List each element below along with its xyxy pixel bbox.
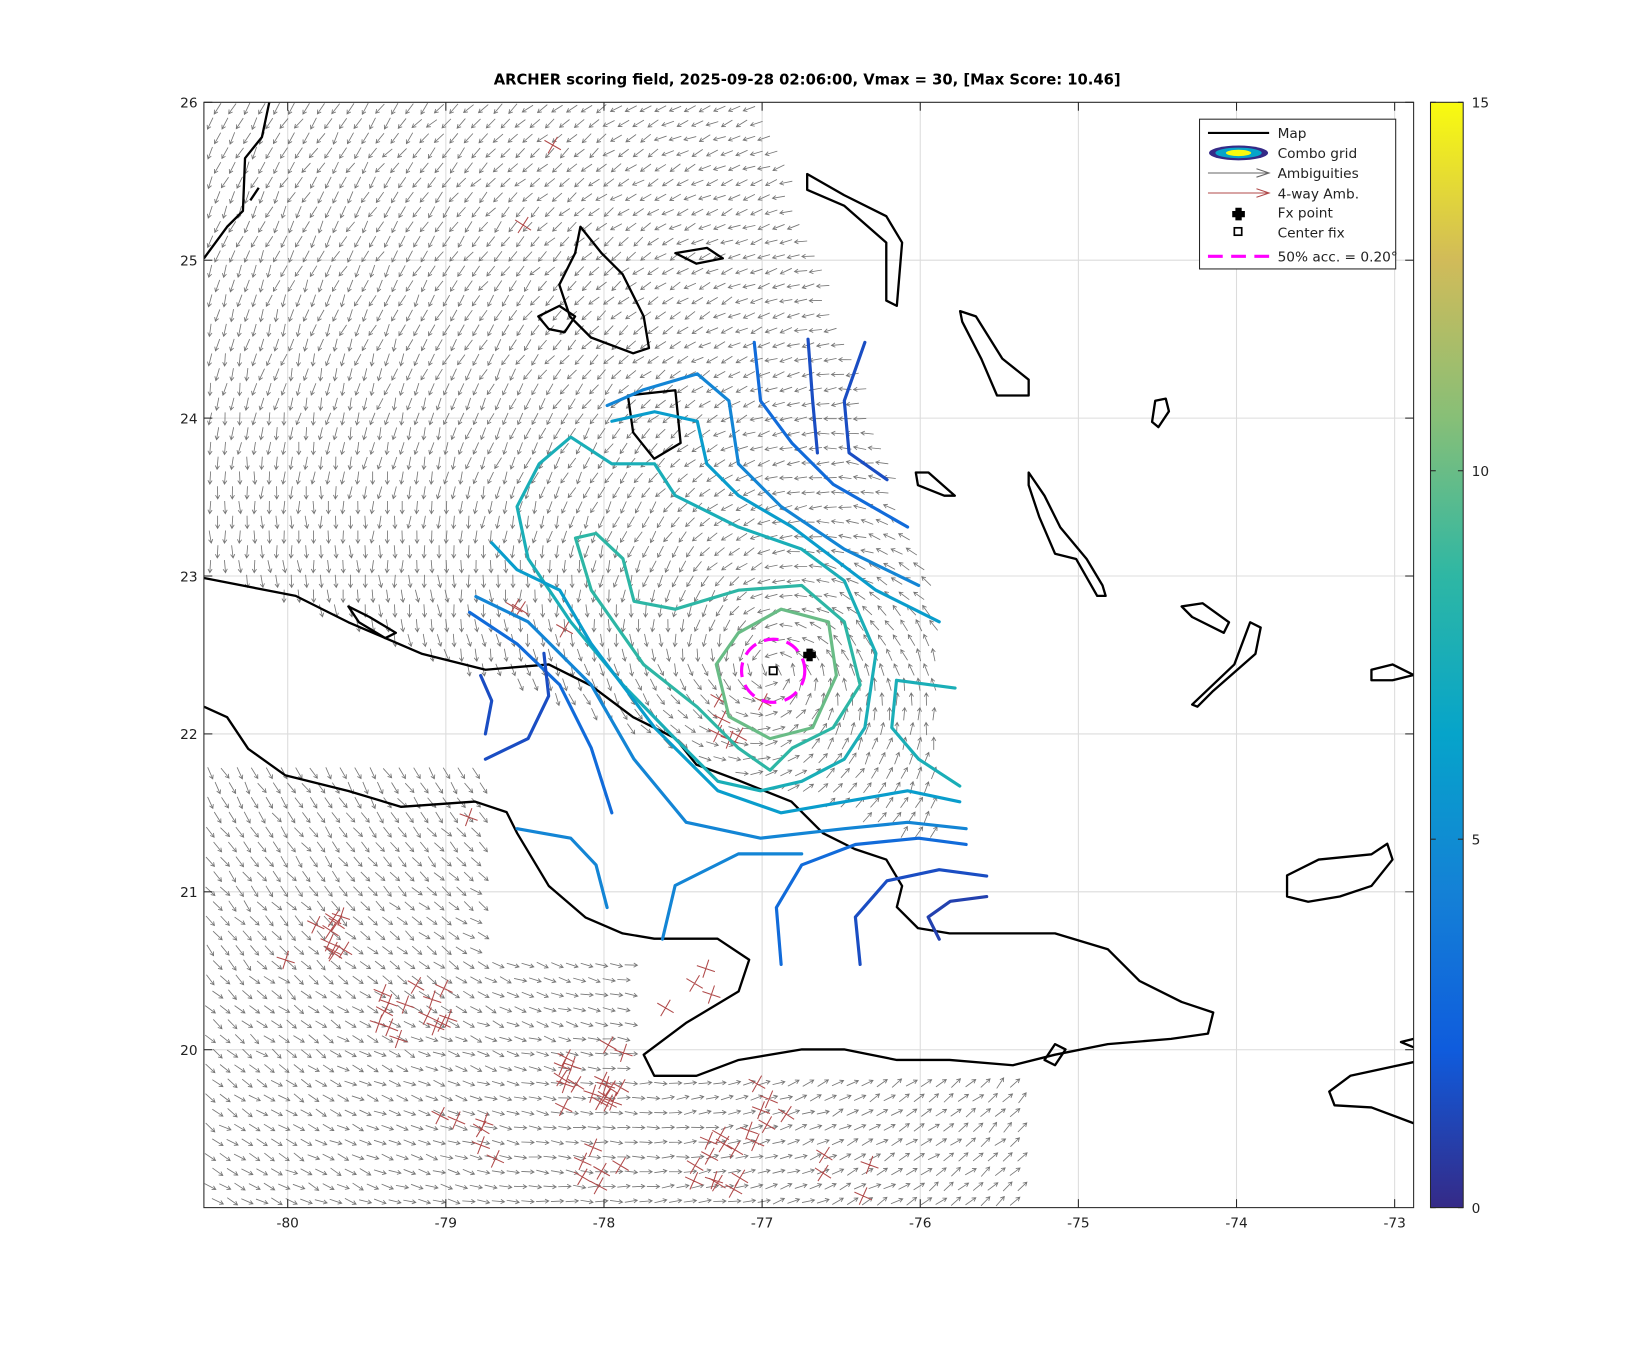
score-contour [853, 868, 989, 966]
score-contour [660, 852, 804, 941]
y-tick-label: 26 [180, 96, 197, 112]
chart-title: ARCHER scoring field, 2025-09-28 02:06:0… [494, 71, 1121, 88]
legend-label: Fx point [1278, 205, 1334, 221]
score-contour [605, 372, 921, 588]
score-contour [774, 836, 968, 966]
x-tick-label: -76 [909, 1216, 931, 1232]
score-contour [890, 678, 962, 788]
score-contour [515, 827, 609, 910]
colorbar-tick-label: 15 [1472, 96, 1489, 112]
colorbar-ticks: 0 5 10 15 [1430, 96, 1489, 1217]
legend-label: 4-way Amb. [1278, 186, 1360, 202]
axes-box [203, 101, 1415, 1209]
coastline [1027, 471, 1107, 598]
coastline [806, 172, 904, 308]
coastline [1180, 602, 1231, 634]
score-contour [490, 541, 962, 815]
y-tick-label: 25 [180, 253, 197, 269]
score-contour [467, 610, 614, 815]
legend: Map Combo grid Ambiguities 4-way Amb. Fx… [1198, 118, 1398, 270]
coastline [203, 102, 271, 260]
fix-markers [739, 637, 816, 704]
legend-label: Map [1278, 126, 1307, 142]
legend-center-fix-marker [1233, 226, 1243, 237]
x-tick-label: -79 [435, 1216, 457, 1232]
colorbar-tick-label: 10 [1472, 464, 1489, 480]
x-tick-label: -74 [1225, 1216, 1247, 1232]
legend-label: Combo grid [1278, 146, 1358, 162]
coastline [626, 389, 682, 460]
colorbar-tick-label: 5 [1472, 832, 1481, 848]
four-way-ambiguities [276, 136, 879, 1205]
legend-fx-marker [1232, 207, 1245, 221]
coastline [1370, 663, 1414, 682]
accuracy-circle [739, 637, 807, 704]
coastline [347, 605, 398, 640]
score-contour [714, 607, 838, 741]
x-tick-label: -77 [751, 1216, 773, 1232]
score-contour [806, 337, 819, 455]
coastline [1328, 1060, 1414, 1125]
legend-ambiguity-arrow [1207, 168, 1271, 178]
y-tick-label: 20 [180, 1043, 197, 1059]
legend-box [1198, 118, 1397, 270]
coastline [558, 225, 651, 355]
y-tick-label: 23 [180, 569, 197, 585]
y-tick-label: 24 [180, 411, 197, 427]
score-contour [573, 531, 862, 772]
legend-4way-arrow [1207, 188, 1271, 198]
x-tick-label: -75 [1067, 1216, 1089, 1232]
legend-label: Center fix [1278, 225, 1345, 241]
coastline [1043, 1042, 1067, 1067]
grid [203, 101, 1414, 1208]
x-tick-label: -78 [593, 1216, 615, 1232]
colorbar-tick-label: 0 [1472, 1201, 1481, 1217]
coastline [203, 576, 1215, 1077]
center-fix [768, 666, 778, 676]
x-tick-label: -80 [277, 1216, 299, 1232]
legend-combo-inner [1225, 149, 1252, 157]
score-contour [515, 435, 878, 793]
coastline [1150, 397, 1171, 429]
score-contour [479, 673, 494, 736]
coastline [914, 471, 956, 497]
coastline [1285, 842, 1394, 903]
fx-point [803, 648, 816, 662]
score-contour [752, 340, 910, 529]
score-contour [474, 594, 968, 840]
legend-label: 50% acc. = 0.20° [1278, 250, 1398, 266]
x-tick-label: -73 [1383, 1216, 1405, 1232]
coastline [1399, 1037, 1414, 1049]
colorbar [1429, 101, 1464, 1209]
contours [467, 337, 989, 966]
coastlines [203, 102, 1414, 1125]
score-contour [842, 340, 889, 482]
y-tick-label: 21 [180, 885, 197, 901]
score-contour [483, 651, 551, 761]
coastline [674, 246, 724, 265]
ticks: -80 -79 -78 -77 -76 -75 -74 -73 20 21 22 23 24 25 26 [180, 96, 1414, 1232]
coastline [958, 309, 1030, 397]
score-contour [610, 410, 941, 624]
coastline [537, 304, 577, 334]
coastline [249, 187, 260, 202]
score-contour [926, 895, 989, 941]
legend-label: Ambiguities [1278, 166, 1359, 182]
coastline [1190, 621, 1262, 708]
y-tick-label: 22 [180, 727, 197, 743]
